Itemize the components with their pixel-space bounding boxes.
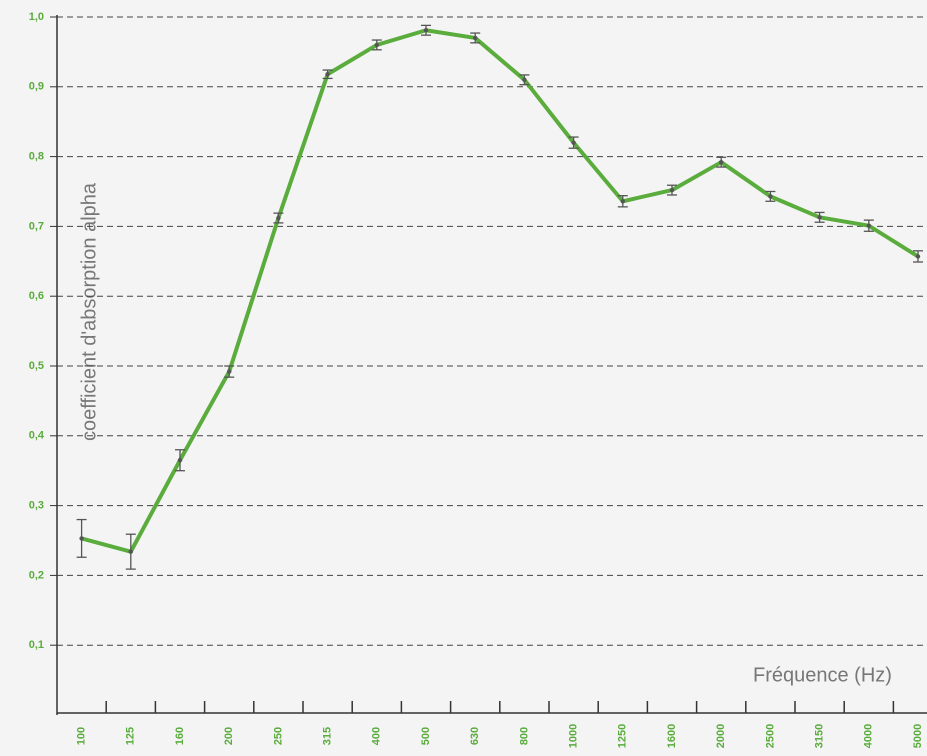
x-tick-label: 630 <box>469 727 481 745</box>
x-tick-label: 4000 <box>863 724 875 748</box>
data-point <box>817 215 822 220</box>
x-tick-label: 1250 <box>617 724 629 748</box>
data-point <box>473 35 478 41</box>
x-tick-label: 100 <box>76 727 88 745</box>
data-point <box>276 215 281 221</box>
y-tick-label: 0,9 <box>29 81 44 93</box>
x-tick-label: 160 <box>174 727 186 745</box>
x-tick-label: 2000 <box>715 724 727 748</box>
data-line <box>81 28 920 554</box>
data-point <box>374 42 379 48</box>
x-tick-label: 1000 <box>568 724 580 748</box>
x-tick-label: 5000 <box>912 724 924 748</box>
y-tick-label: 0,7 <box>29 220 44 232</box>
x-tick-label: 125 <box>125 727 137 745</box>
data-point <box>177 458 183 463</box>
data-point <box>227 369 232 374</box>
data-point <box>571 140 576 145</box>
data-point <box>423 28 429 33</box>
y-tick-label: 0,4 <box>29 430 45 442</box>
x-tick-label: 800 <box>518 727 530 745</box>
x-tick-label: 400 <box>371 727 383 745</box>
x-axis-label: Fréquence (Hz) <box>753 664 892 686</box>
x-tick-label: 250 <box>272 727 284 745</box>
data-point <box>79 536 84 541</box>
data-point <box>719 159 724 165</box>
x-tick-label: 1600 <box>666 724 678 748</box>
x-tick-label: 2500 <box>764 724 776 748</box>
x-tick-label: 500 <box>420 727 432 745</box>
y-tick-label: 0,2 <box>29 569 44 581</box>
data-point <box>522 77 527 83</box>
data-point <box>768 194 773 199</box>
y-axis-label: coefficient d'absorption alpha <box>78 182 100 441</box>
data-point <box>866 223 871 228</box>
x-tick-label: 3150 <box>814 724 826 748</box>
y-tick-label: 1,0 <box>29 11 44 23</box>
y-tick-label: 0,3 <box>29 500 44 512</box>
data-point <box>325 72 330 77</box>
y-tick-label: 0,5 <box>29 360 44 372</box>
data-point <box>915 254 921 259</box>
y-tick-label: 0,6 <box>29 290 44 302</box>
data-point <box>620 199 625 204</box>
y-tick-label: 0,8 <box>29 151 44 163</box>
data-point <box>128 549 133 554</box>
data-point <box>669 187 675 193</box>
x-tick-label: 315 <box>322 727 334 745</box>
y-tick-label: 0,1 <box>29 639 44 651</box>
x-tick-label: 200 <box>223 727 235 745</box>
